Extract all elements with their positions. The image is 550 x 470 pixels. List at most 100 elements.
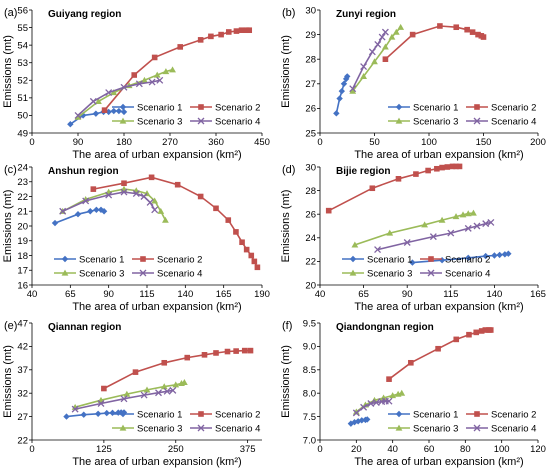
legend: Scenario 1 Scenario 2 Scenario 3 Scenario 4 — [388, 103, 536, 128]
data-point — [157, 207, 165, 214]
panel-1: 49 50 51 52 53 54 55 56 0 90 180 270 360 450 (a) Guiyan… — [2, 5, 270, 161]
data-point — [464, 224, 472, 232]
data-point — [94, 410, 102, 417]
data-point — [360, 73, 367, 80]
data-point — [482, 252, 489, 260]
series-line — [103, 29, 250, 111]
data-point — [79, 112, 87, 119]
panel-6: 7.0 7.5 8.0 8.5 9.0 9.5 0 20 40 60 80 100 120 (f) Qian… — [280, 318, 546, 468]
data-point — [473, 222, 481, 230]
panel-title: Qiannan region — [48, 322, 121, 333]
x-tick-label: 375 — [240, 444, 256, 455]
x-tick-label: 190 — [254, 289, 270, 300]
data-point — [80, 411, 87, 418]
y-axis-label: Emissions (mt) — [280, 345, 292, 418]
data-point — [132, 369, 139, 375]
x-tick-label: 90 — [103, 289, 114, 300]
data-point — [466, 331, 472, 338]
y-tick-label: 30 — [305, 5, 316, 16]
series-1 — [51, 206, 108, 227]
data-point — [254, 264, 261, 271]
data-point — [435, 345, 441, 352]
legend-item: Scenario 3 — [112, 424, 182, 435]
data-point — [151, 206, 159, 214]
x-tick-label: 140 — [177, 289, 193, 300]
data-point — [475, 31, 481, 38]
data-point — [135, 80, 143, 88]
data-point — [349, 85, 357, 93]
y-tick-label: 25 — [305, 128, 316, 139]
x-tick-label: 80 — [460, 444, 471, 455]
data-point — [386, 229, 394, 236]
y-tick-label: 27 — [305, 79, 316, 90]
series-4 — [349, 28, 389, 93]
legend-marker — [119, 117, 127, 124]
data-point — [151, 54, 158, 61]
series-4 — [374, 219, 495, 254]
y-tick-label: 18 — [17, 251, 28, 262]
data-point — [233, 348, 239, 354]
x-axis-label: The area of urban expansion (km²) — [72, 149, 241, 161]
data-point — [374, 246, 382, 254]
y-tick-label: 20 — [17, 221, 28, 232]
y-tick-label: 22 — [17, 435, 28, 446]
legend-item: Scenario 3 — [388, 424, 458, 435]
y-tick-label: 54 — [17, 40, 28, 51]
legend-label: Scenario 2 — [215, 410, 260, 421]
legend-marker — [395, 410, 403, 418]
data-point — [197, 193, 204, 200]
data-point — [90, 186, 97, 192]
x-tick-label: 0 — [317, 137, 322, 148]
data-point — [174, 181, 181, 188]
data-point — [325, 207, 332, 214]
y-tick-label: 8.0 — [303, 389, 316, 400]
x-tick-label: 115 — [139, 289, 154, 300]
data-point — [95, 97, 102, 104]
legend: Scenario 1 Scenario 2 Scenario 3 Scenario 4 — [112, 103, 260, 128]
data-point — [71, 405, 79, 413]
panel-label: (f) — [282, 320, 292, 332]
data-point — [372, 399, 380, 407]
legend-item: Scenario 3 — [112, 117, 182, 128]
y-tick-label: 9.0 — [303, 342, 316, 353]
legend-item: Scenario 1 — [112, 410, 182, 421]
data-point — [197, 37, 204, 43]
data-point — [162, 216, 169, 223]
y-tick-label: 7.0 — [303, 435, 316, 446]
y-tick-label: 51 — [17, 93, 28, 104]
y-tick-label: 52 — [17, 76, 28, 87]
y-tick-label: 23 — [17, 177, 28, 188]
data-point — [120, 83, 128, 91]
series-4 — [352, 397, 393, 417]
panel-label: (a) — [4, 7, 17, 19]
data-point — [120, 188, 128, 196]
data-point — [162, 68, 170, 75]
data-point — [74, 211, 82, 218]
y-tick-label: 21 — [17, 207, 28, 218]
y-tick-label: 19 — [17, 236, 28, 247]
data-point — [82, 197, 90, 205]
panel-label: (e) — [4, 320, 17, 332]
x-tick-label: 65 — [358, 289, 369, 300]
data-point — [120, 395, 128, 403]
legend-label: Scenario 1 — [137, 410, 182, 421]
y-tick-label: 24 — [17, 162, 28, 173]
data-point — [160, 383, 168, 390]
data-point — [224, 348, 231, 355]
data-point — [169, 386, 177, 394]
data-point — [120, 108, 128, 116]
data-point — [141, 76, 148, 83]
legend-marker — [349, 269, 357, 276]
legend-label: Scenario 1 — [79, 255, 124, 266]
legend-item: Scenario 1 — [388, 410, 458, 421]
data-point — [184, 354, 191, 361]
x-axis-label: The area of urban expansion (km²) — [72, 456, 241, 468]
legend-item: Scenario 1 — [342, 255, 412, 266]
series-line — [74, 381, 185, 408]
legend-label: Scenario 1 — [413, 103, 458, 114]
data-point — [67, 121, 74, 128]
y-tick-label: 22 — [305, 257, 316, 268]
x-tick-label: 40 — [27, 289, 38, 300]
legend: Scenario 1 Scenario 2 Scenario 3 Scenario 4 — [388, 410, 536, 435]
